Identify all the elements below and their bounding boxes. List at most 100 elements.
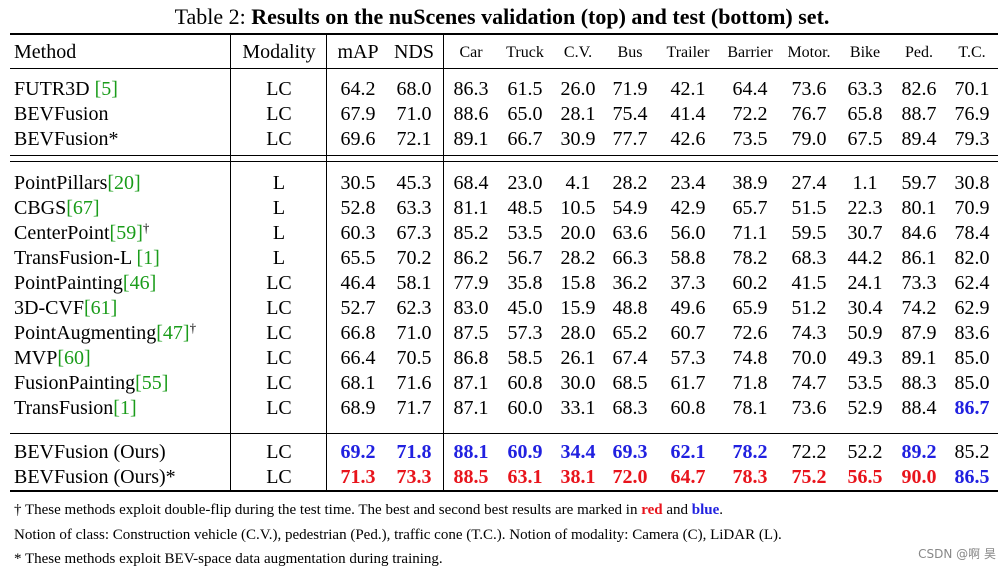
- citation-link[interactable]: [5]: [94, 78, 118, 100]
- value-cell: 30.4: [847, 297, 883, 319]
- value-cell: 71.0: [396, 322, 432, 344]
- value-cell: 85.0: [954, 372, 990, 394]
- method-name: BEVFusion (Ours)*: [14, 466, 176, 488]
- value-cell: 73.3: [901, 272, 937, 294]
- value-cell: 62.3: [396, 297, 432, 319]
- citation-link[interactable]: [46]: [122, 272, 157, 294]
- value-cell: 44.2: [847, 247, 883, 269]
- citation-link[interactable]: [55]: [135, 372, 169, 394]
- value-cell: 89.1: [901, 347, 937, 369]
- value-cell: 63.1: [507, 466, 543, 488]
- method-name: FUTR3D: [14, 78, 95, 100]
- value-cell: 76.9: [954, 103, 990, 125]
- value-cell: 60.2: [732, 272, 768, 294]
- citation-link[interactable]: [1]: [136, 247, 160, 269]
- table-row: CBGS[67] L 52.8 63.3 81.1 48.5 10.5 54.9 42.9 65.…: [0, 196, 1004, 221]
- method-name: 3D-CVF: [14, 297, 85, 319]
- value-cell: 86.2: [453, 247, 489, 269]
- caption-prefix: Table 2:: [174, 4, 252, 29]
- value-cell: 71.3: [340, 466, 376, 488]
- value-cell: 65.7: [732, 197, 768, 219]
- value-cell: 79.0: [791, 128, 827, 150]
- value-cell: 30.7: [847, 222, 883, 244]
- method-cell: PointPainting[46]: [14, 271, 228, 296]
- method-name: PointPillars: [14, 172, 108, 194]
- value-cell: 41.4: [670, 103, 706, 125]
- value-cell: 71.7: [396, 397, 432, 419]
- value-cell: 75.4: [612, 103, 648, 125]
- value-cell: 30.9: [560, 128, 596, 150]
- method-name: CBGS: [14, 197, 67, 219]
- value-cell: 61.5: [507, 78, 543, 100]
- value-cell: 68.4: [453, 172, 489, 194]
- header-barrier: Barrier: [727, 44, 773, 61]
- modality-cell: LC: [266, 272, 292, 294]
- value-cell: 1.1: [852, 172, 878, 194]
- value-cell: 70.0: [791, 347, 827, 369]
- table-row: PointPainting[46] LC 46.4 58.1 77.9 35.8 15.8 3…: [0, 271, 1004, 296]
- table-row: BEVFusion (Ours)* LC 71.3 73.3 88.5 63.1 38.1 7…: [0, 465, 1004, 490]
- header-trailer: Trailer: [666, 44, 710, 61]
- value-cell: 33.1: [560, 397, 596, 419]
- value-cell: 70.1: [954, 78, 990, 100]
- citation-link[interactable]: [20]: [107, 172, 141, 194]
- method-cell: PointPillars[20]: [14, 171, 228, 196]
- citation-link[interactable]: [59]: [109, 222, 143, 244]
- header-motor-: Motor.: [787, 44, 831, 61]
- value-cell: 66.8: [340, 322, 376, 344]
- value-cell: 60.3: [340, 222, 376, 244]
- value-cell: 82.0: [954, 247, 990, 269]
- value-cell: 65.5: [340, 247, 376, 269]
- value-cell: 88.6: [453, 103, 489, 125]
- value-cell: 56.5: [847, 466, 883, 488]
- citation-link[interactable]: [67]: [66, 197, 100, 219]
- header-row: Method Modality mAP NDS Car Truck C.V. Bus Trail…: [0, 40, 1004, 65]
- value-cell: 71.1: [732, 222, 768, 244]
- citation-link[interactable]: [60]: [57, 347, 91, 369]
- value-cell: 68.3: [612, 397, 648, 419]
- value-cell: 67.5: [847, 128, 883, 150]
- footnote-class-notation: Notion of class: Construction vehicle (C…: [14, 527, 782, 543]
- value-cell: 59.5: [791, 222, 827, 244]
- table-rule: [10, 33, 998, 35]
- citation-link[interactable]: [1]: [113, 397, 137, 419]
- value-cell: 56.0: [670, 222, 706, 244]
- value-cell: 78.1: [732, 397, 768, 419]
- citation-link[interactable]: [47]: [156, 322, 190, 344]
- modality-cell: LC: [266, 297, 292, 319]
- value-cell: 71.8: [396, 441, 432, 463]
- value-cell: 86.8: [453, 347, 489, 369]
- table-row: PointAugmenting[47]† LC 66.8 71.0 87.5 57.3 28…: [0, 321, 1004, 346]
- citation-link[interactable]: [61]: [84, 297, 118, 319]
- method-name: BEVFusion: [14, 103, 109, 125]
- modality-cell: LC: [266, 322, 292, 344]
- value-cell: 84.6: [901, 222, 937, 244]
- value-cell: 74.7: [791, 372, 827, 394]
- value-cell: 30.8: [954, 172, 990, 194]
- value-cell: 88.3: [901, 372, 937, 394]
- value-cell: 66.7: [507, 128, 543, 150]
- method-cell: BEVFusion (Ours)*: [14, 465, 228, 490]
- table-row: 3D-CVF[61] LC 52.7 62.3 83.0 45.0 15.9 48.8 49.6…: [0, 296, 1004, 321]
- value-cell: 83.6: [954, 322, 990, 344]
- value-cell: 54.9: [612, 197, 648, 219]
- value-cell: 89.4: [901, 128, 937, 150]
- value-cell: 71.8: [732, 372, 768, 394]
- modality-cell: L: [272, 247, 286, 269]
- value-cell: 68.9: [340, 397, 376, 419]
- value-cell: 67.4: [612, 347, 648, 369]
- value-cell: 63.6: [612, 222, 648, 244]
- method-name: TransFusion-L: [14, 247, 137, 269]
- value-cell: 78.2: [732, 247, 768, 269]
- value-cell: 88.1: [453, 441, 489, 463]
- value-cell: 68.5: [612, 372, 648, 394]
- value-cell: 51.5: [791, 197, 827, 219]
- value-cell: 60.8: [670, 397, 706, 419]
- value-cell: 15.8: [560, 272, 596, 294]
- header-ped-: Ped.: [905, 44, 933, 61]
- value-cell: 68.3: [791, 247, 827, 269]
- header-nds: NDS: [393, 41, 434, 63]
- value-cell: 77.9: [453, 272, 489, 294]
- value-cell: 23.0: [507, 172, 543, 194]
- column-rule: [326, 35, 327, 490]
